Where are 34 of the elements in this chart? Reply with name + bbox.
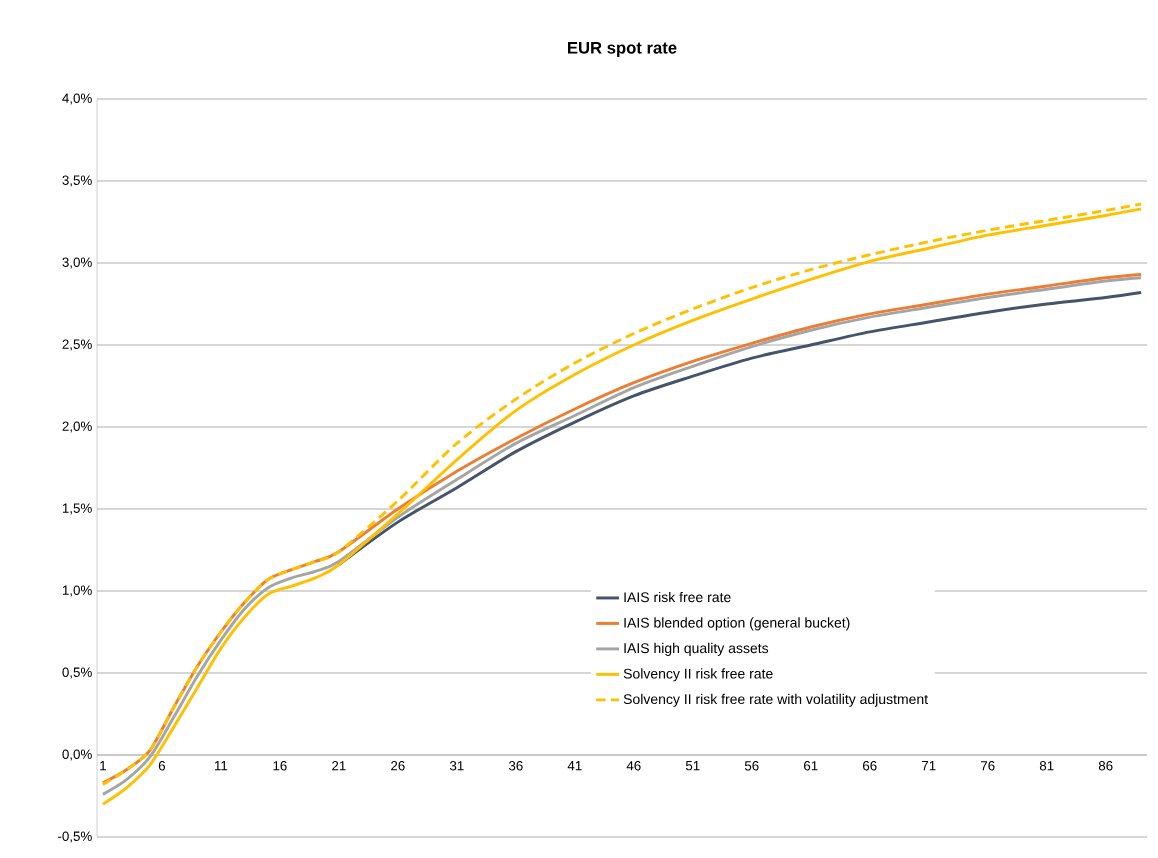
x-tick-label: 86	[1098, 761, 1113, 771]
y-tick-label: 0,0%	[62, 749, 92, 761]
x-tick-label: 76	[981, 761, 995, 771]
x-tick-label: 36	[508, 761, 523, 771]
legend-label: Solvency II risk free rate	[623, 668, 773, 682]
y-tick-label: 0,5%	[62, 667, 92, 679]
x-tick-label: 61	[804, 761, 818, 771]
y-tick-label: 1,5%	[62, 503, 92, 515]
x-tick-label: 6	[158, 761, 166, 771]
legend-label: IAIS blended option (general bucket)	[624, 617, 850, 631]
y-tick-label: 3,5%	[62, 175, 92, 187]
x-tick-label: 81	[1039, 761, 1054, 771]
x-tick-label: 31	[449, 761, 464, 771]
y-tick-label: 3,0%	[62, 257, 92, 269]
x-tick-label: 51	[685, 761, 700, 771]
legend-label: Solvency II risk free rate with volatility adjustment	[623, 693, 928, 707]
y-tick-label: 2,0%	[62, 421, 92, 433]
legend-label: IAIS risk free rate	[624, 591, 731, 603]
chart-title: EUR spot rate	[568, 42, 677, 57]
legend-label: IAIS high quality assets	[624, 642, 769, 656]
x-tick-label: 66	[863, 761, 877, 771]
x-tick-label: 26	[391, 761, 405, 771]
x-tick-label: 21	[332, 761, 346, 771]
x-tick-label: 41	[567, 761, 582, 771]
y-tick-label: 1,0%	[62, 585, 92, 597]
x-tick-label: 46	[626, 761, 641, 771]
y-tick-label: 4,0%	[62, 93, 92, 105]
y-tick-label: 2,5%	[62, 339, 92, 351]
x-tick-label: 11	[214, 761, 228, 771]
x-tick-label: 16	[273, 761, 287, 771]
y-tick-label: -0,5%	[58, 831, 92, 843]
x-tick-label: 56	[744, 761, 759, 771]
x-tick-label: 1	[100, 761, 106, 771]
x-tick-label: 71	[922, 761, 936, 771]
